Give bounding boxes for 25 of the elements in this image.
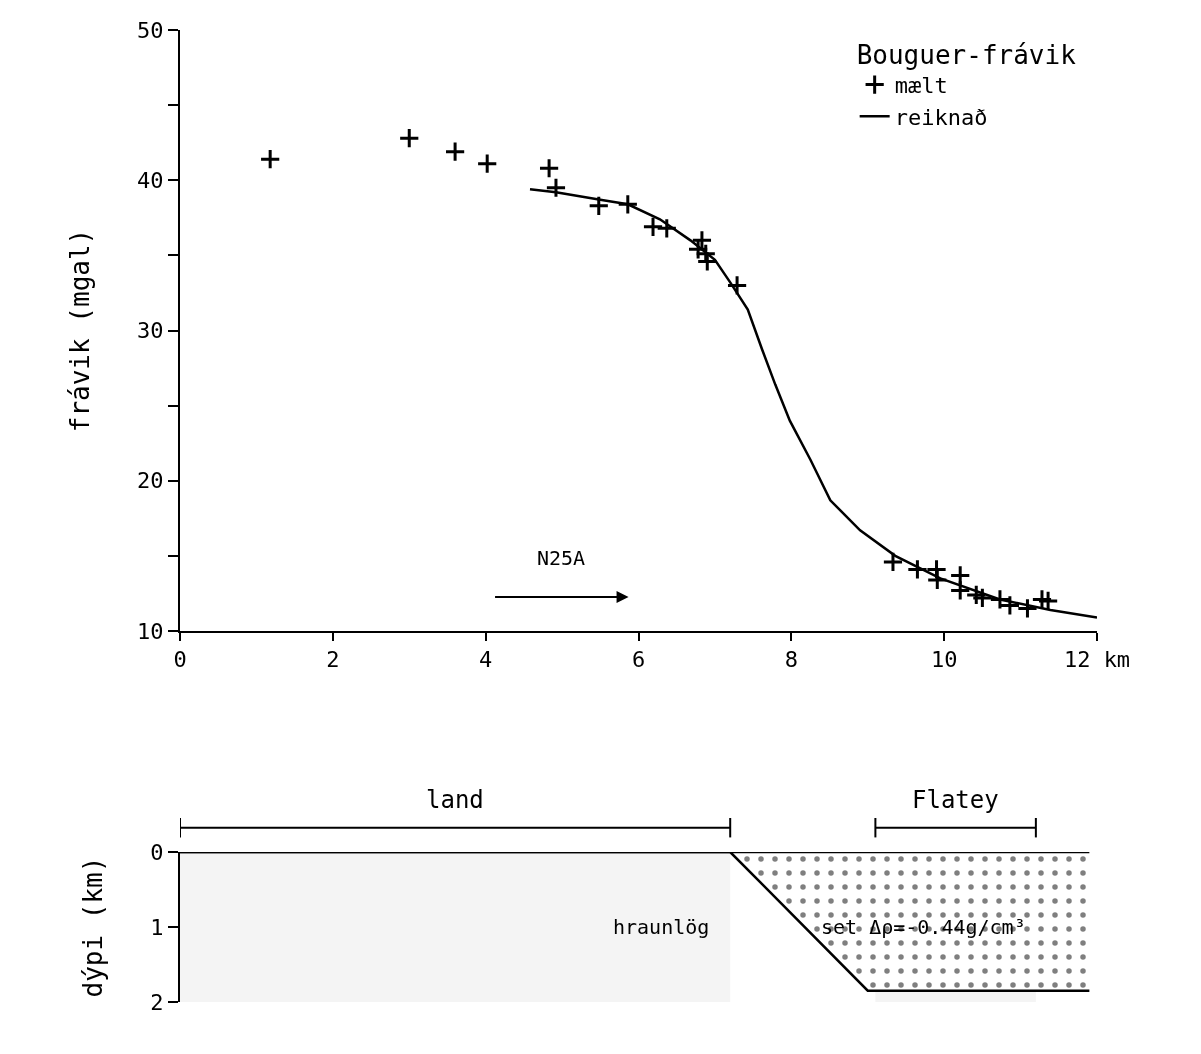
legend-label: mælt xyxy=(894,73,948,99)
band-label: Flatey xyxy=(912,786,999,814)
y-tick-label: 50 xyxy=(137,17,164,43)
legend-title: Bouguer-frávik xyxy=(856,39,1077,70)
band-label: land xyxy=(426,786,484,814)
y-tick-label: 30 xyxy=(137,318,164,344)
annotation: N25A xyxy=(537,546,586,570)
x-tick-label: 0 xyxy=(173,647,187,673)
annotation: set Δρ=-0.44g/cm³ xyxy=(821,915,1026,939)
y-tick-label: 0 xyxy=(150,839,164,865)
y-axis-title: dýpi (km) xyxy=(78,856,109,998)
annotation: hraunlög xyxy=(613,915,710,939)
x-tick-label: 8 xyxy=(784,647,798,673)
legend-label: reiknað xyxy=(894,104,988,130)
y-tick-label: 40 xyxy=(137,167,164,193)
x-tick-label: 10 xyxy=(930,647,958,673)
x-tick-label: 6 xyxy=(631,647,646,673)
x-tick-label: 2 xyxy=(326,647,340,673)
y-tick-label: 2 xyxy=(150,989,164,1015)
y-axis-title: frávik (mgal) xyxy=(65,228,95,433)
y-tick-label: 20 xyxy=(137,468,164,494)
y-tick-label: 10 xyxy=(137,618,164,644)
x-tick-label: 4 xyxy=(479,647,493,673)
y-tick-label: 1 xyxy=(150,914,164,940)
x-tick-label: 12 km xyxy=(1063,647,1131,673)
